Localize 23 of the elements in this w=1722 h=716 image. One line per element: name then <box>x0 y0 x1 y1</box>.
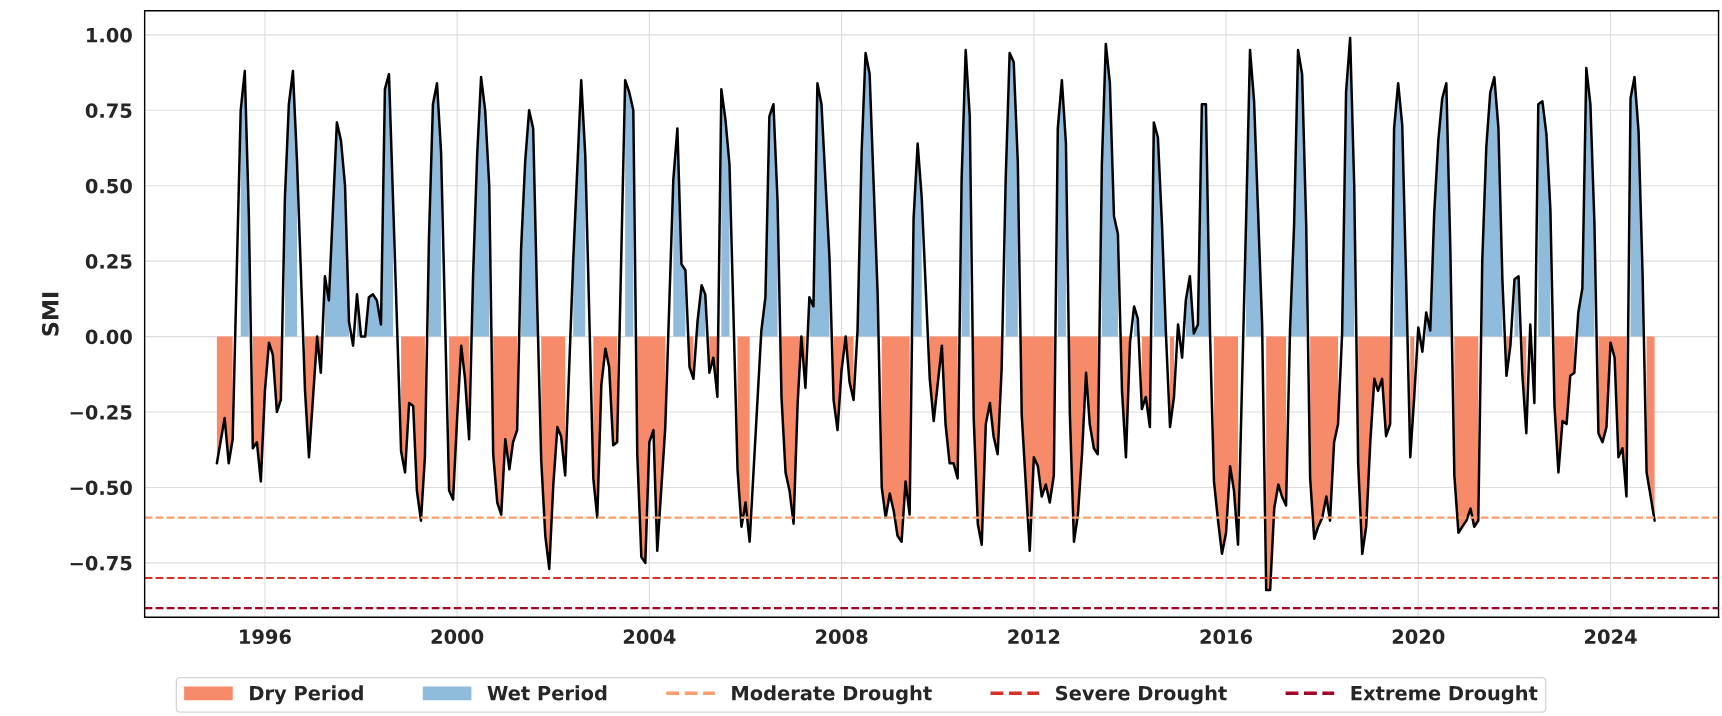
y-tick-label: 0.50 <box>85 178 132 194</box>
y-tick-label: 1.00 <box>87 27 132 43</box>
y-axis-title: SMI <box>41 292 59 336</box>
y-tick-label: −0.50 <box>70 480 132 496</box>
line-series <box>215 36 1656 592</box>
y-tick-label: −0.75 <box>70 555 132 571</box>
x-tick-label: 2024 <box>1585 629 1637 645</box>
legend-label: Moderate Drought <box>732 685 932 705</box>
y-tick-label: 0.75 <box>85 103 132 118</box>
legend-label: Extreme Drought <box>1351 685 1538 705</box>
y-tick-label: −0.25 <box>70 404 132 420</box>
legend-label: Severe Drought <box>1056 685 1227 705</box>
y-tick-label: 0.00 <box>85 329 132 345</box>
x-tick-label: 2020 <box>1392 629 1445 645</box>
x-tick-label: 2016 <box>1200 629 1253 645</box>
x-tick-label: 2000 <box>431 629 484 645</box>
legend-label: Dry Period <box>250 685 363 705</box>
x-tick-label: 2012 <box>1008 629 1060 645</box>
x-tick-label: 1996 <box>240 629 291 645</box>
y-tick-label: 0.25 <box>85 254 132 269</box>
x-tick-label: 2004 <box>623 629 676 645</box>
x-tick-label: 2008 <box>816 629 868 645</box>
legend-label: Wet Period <box>487 685 607 701</box>
